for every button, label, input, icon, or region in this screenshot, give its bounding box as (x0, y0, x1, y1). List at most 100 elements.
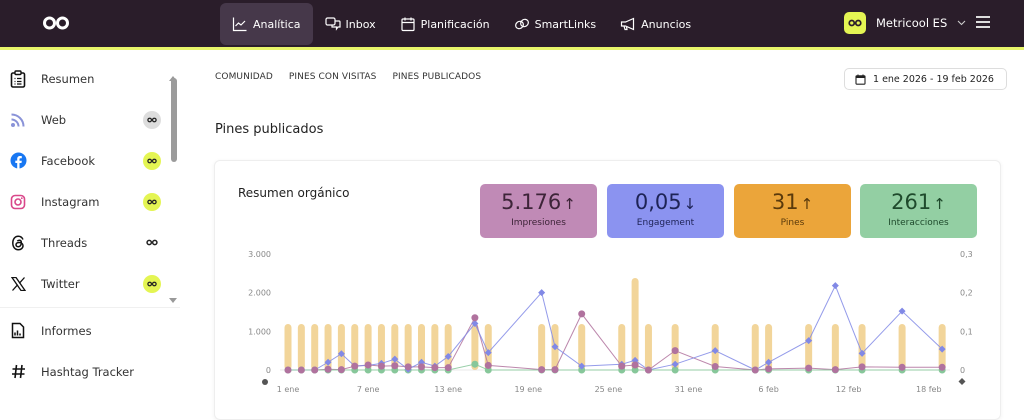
pin-bar[interactable] (324, 324, 332, 370)
data-point-circle[interactable] (377, 362, 385, 370)
pin-bar[interactable] (898, 324, 906, 370)
tab-comunidad[interactable]: COMUNIDAD (215, 72, 273, 82)
data-point-circle[interactable] (831, 366, 839, 374)
data-point-circle[interactable] (671, 366, 679, 374)
data-point-circle[interactable] (551, 366, 559, 374)
sidebar-item-resumen[interactable]: Resumen (0, 58, 170, 99)
pin-bar[interactable] (377, 324, 385, 370)
nav-anuncios[interactable]: Anuncios (608, 3, 703, 45)
data-point-diamond[interactable] (711, 347, 719, 355)
data-point-circle[interactable] (751, 366, 759, 374)
data-point-diamond[interactable] (444, 352, 452, 360)
pin-bar[interactable] (711, 324, 719, 370)
brand-selector[interactable]: Metricool ES (844, 12, 966, 34)
data-point-circle[interactable] (404, 363, 412, 371)
kpi-impresiones[interactable]: 5.176 ↑ Impresiones (480, 184, 597, 238)
data-point-circle[interactable] (671, 347, 679, 355)
data-point-diamond[interactable] (938, 345, 946, 353)
pin-bar[interactable] (578, 324, 586, 370)
data-point-diamond[interactable] (831, 282, 839, 290)
data-point-circle[interactable] (431, 364, 439, 372)
data-point-circle[interactable] (444, 364, 452, 372)
data-point-circle[interactable] (471, 314, 479, 322)
data-point-diamond[interactable] (471, 320, 479, 328)
data-point-circle[interactable] (765, 365, 773, 373)
pin-bar[interactable] (431, 324, 439, 370)
pin-bar[interactable] (831, 324, 839, 370)
pin-bar[interactable] (644, 324, 652, 370)
sidebar-item-facebook[interactable]: Facebook (0, 140, 170, 181)
sidebar-item-twitter[interactable]: Twitter (0, 263, 170, 304)
nav-analitica[interactable]: Analítica (220, 3, 313, 45)
nav-smartlinks[interactable]: SmartLinks (502, 3, 609, 45)
organic-summary-chart[interactable]: 3.000 2.000 1.000 0 0,3 0,2 0,1 0 1 ene 7 ene 13 e… (230, 240, 990, 401)
data-point-circle[interactable] (364, 361, 372, 369)
pin-bar[interactable] (631, 278, 639, 370)
nav-planificacion[interactable]: Planificación (388, 3, 502, 45)
data-point-diamond[interactable] (551, 343, 559, 351)
data-point-diamond[interactable] (337, 350, 345, 358)
sidebar-scrollbar-thumb[interactable] (171, 78, 177, 162)
date-range-picker[interactable]: 1 ene 2026 - 19 feb 2026 (844, 68, 1007, 90)
pin-bar[interactable] (364, 324, 372, 370)
data-point-circle[interactable] (484, 361, 492, 369)
data-point-circle[interactable] (297, 366, 305, 374)
data-point-circle[interactable] (284, 366, 292, 374)
pin-bar[interactable] (337, 324, 345, 370)
kpi-pines[interactable]: 31 ↑ Pines (734, 184, 851, 238)
data-point-circle[interactable] (618, 362, 626, 370)
sidebar-item-instagram[interactable]: Instagram (0, 181, 170, 222)
pin-bar[interactable] (805, 324, 813, 370)
data-point-diamond[interactable] (671, 360, 679, 368)
data-point-circle[interactable] (858, 363, 866, 371)
data-point-diamond[interactable] (765, 358, 773, 366)
pin-bar[interactable] (351, 324, 359, 370)
data-point-circle[interactable] (805, 364, 813, 372)
data-point-diamond[interactable] (578, 362, 586, 370)
pin-bar[interactable] (418, 324, 425, 370)
data-point-circle[interactable] (391, 362, 399, 370)
pin-bar[interactable] (284, 324, 292, 370)
pin-bar[interactable] (765, 324, 773, 370)
data-point-circle[interactable] (337, 366, 345, 374)
pin-bar[interactable] (444, 324, 452, 370)
data-point-circle[interactable] (364, 366, 372, 374)
scroll-down-arrow[interactable] (169, 298, 177, 303)
data-point-circle[interactable] (324, 365, 332, 373)
data-point-diamond[interactable] (805, 337, 813, 345)
pin-bar[interactable] (858, 324, 866, 370)
data-point-circle[interactable] (631, 361, 639, 369)
metricool-logo-icon[interactable] (42, 15, 70, 31)
data-point-circle[interactable] (538, 366, 546, 374)
pin-bar[interactable] (297, 324, 305, 370)
data-point-circle[interactable] (418, 363, 425, 371)
data-point-diamond[interactable] (391, 355, 399, 363)
data-point-circle[interactable] (471, 360, 479, 368)
tab-pines-con-visitas[interactable]: PINES CON VISITAS (288, 72, 377, 82)
pin-bar[interactable] (471, 324, 479, 370)
kpi-engagement[interactable]: 0,05 ↓ Engagement (607, 184, 724, 238)
sidebar-item-informes[interactable]: Informes (0, 310, 170, 351)
nav-inbox[interactable]: Inbox (313, 3, 388, 45)
data-point-circle[interactable] (311, 366, 319, 374)
data-point-circle[interactable] (578, 366, 586, 374)
data-point-diamond[interactable] (538, 289, 546, 297)
data-point-circle[interactable] (898, 363, 906, 371)
data-point-circle[interactable] (711, 363, 719, 371)
pin-bar[interactable] (751, 324, 759, 370)
data-point-circle[interactable] (631, 366, 639, 374)
pin-bar[interactable] (404, 324, 412, 370)
sidebar-item-hashtag-tracker[interactable]: Hashtag Tracker (0, 351, 170, 392)
data-point-circle[interactable] (644, 366, 652, 374)
data-point-circle[interactable] (351, 362, 359, 370)
sidebar-item-threads[interactable]: Threads (0, 222, 170, 263)
data-point-diamond[interactable] (898, 307, 906, 315)
kpi-interacciones[interactable]: 261 ↑ Interacciones (860, 184, 977, 238)
data-point-circle[interactable] (938, 363, 946, 371)
pin-bar[interactable] (538, 324, 546, 370)
data-point-circle[interactable] (578, 310, 586, 318)
sidebar-item-web[interactable]: Web (0, 99, 170, 140)
pin-bar[interactable] (618, 324, 626, 370)
data-point-diamond[interactable] (418, 358, 425, 366)
data-point-diamond[interactable] (324, 358, 332, 366)
